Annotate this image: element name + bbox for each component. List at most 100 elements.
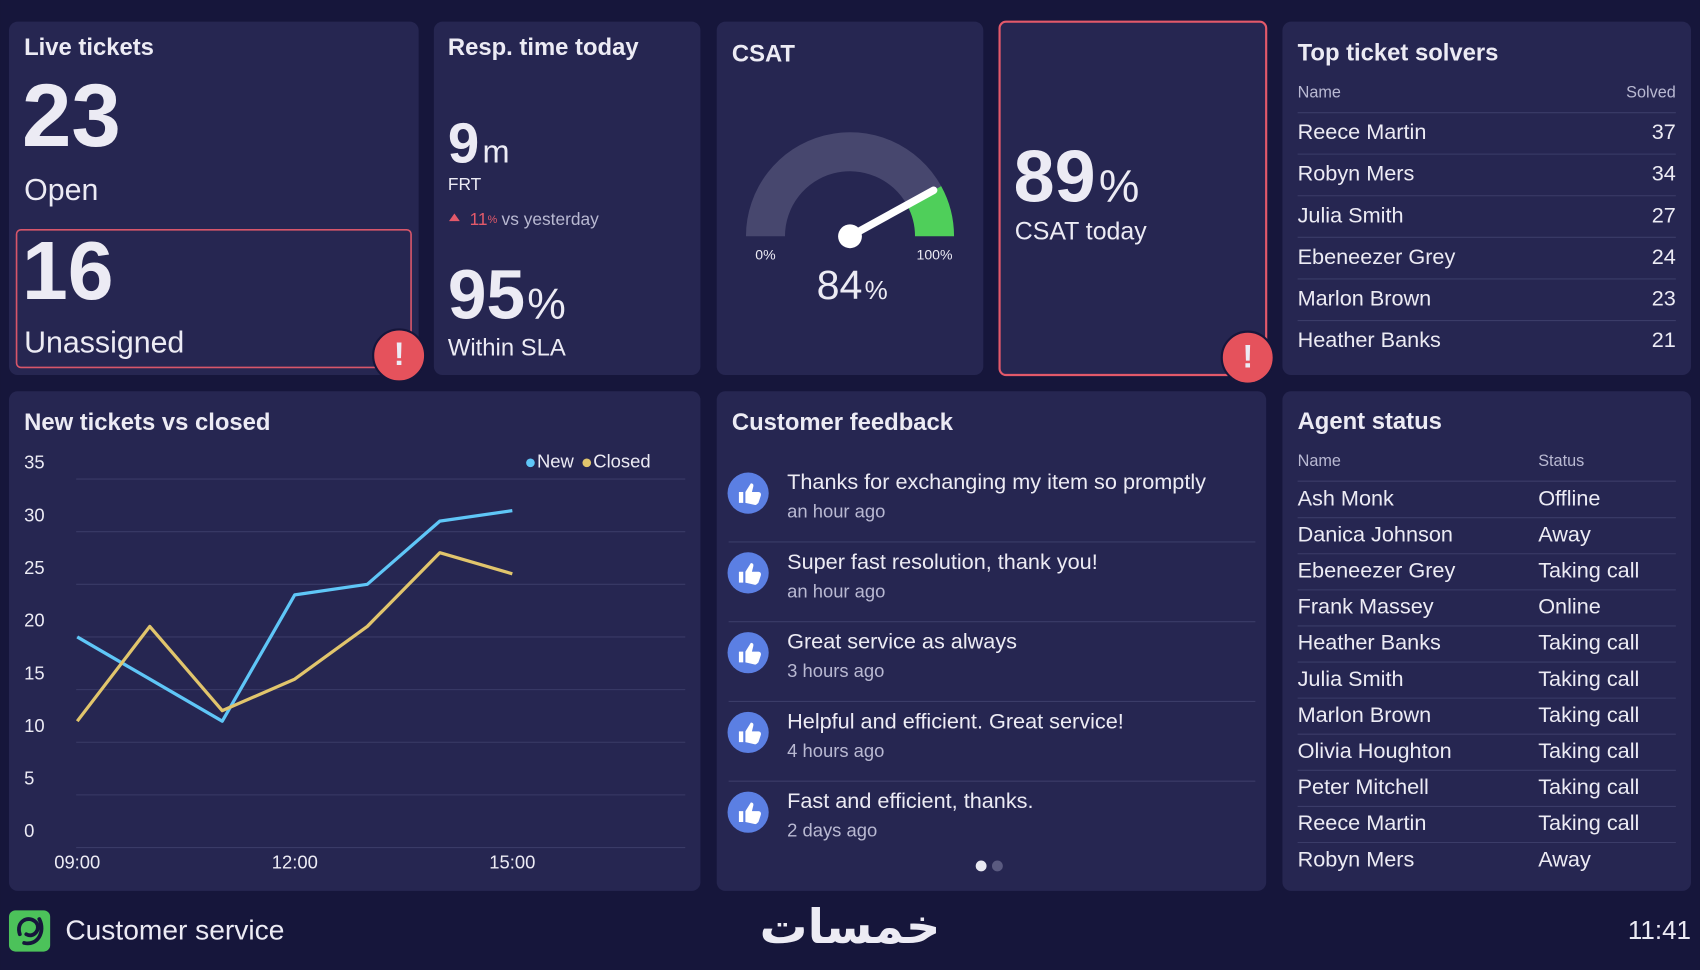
chart-title: New tickets vs closed: [24, 409, 270, 436]
top-solvers-card: [1282, 21, 1692, 375]
x-tick-label: 15:00: [489, 852, 535, 873]
card-title: Resp. time today: [448, 34, 639, 61]
y-tick-label: 25: [24, 557, 44, 578]
gauge-hub: [838, 224, 862, 249]
change-unit: %: [488, 214, 498, 226]
gauge-tick-label: 100%: [917, 246, 953, 262]
card-title: Live tickets: [24, 34, 154, 61]
row-value: 21: [1652, 327, 1676, 352]
thumb-icon: [738, 642, 762, 665]
series-line: [76, 509, 513, 723]
card-title: Agent status: [1298, 408, 1442, 435]
column-header: Status: [1538, 452, 1584, 470]
gauge-needle: [846, 186, 938, 241]
feedback-time: an hour ago: [787, 500, 885, 521]
row-value: Taking call: [1538, 738, 1639, 763]
thumb-icon: [738, 483, 762, 506]
sla-value: 95%: [448, 256, 566, 334]
row-value: Taking call: [1538, 810, 1639, 835]
y-tick-label: 10: [24, 715, 44, 736]
row-value: Away: [1538, 521, 1591, 546]
gauge-tick-label: 0%: [755, 246, 776, 262]
sla-number: 95: [448, 256, 525, 334]
csat-today-value: 89%: [1014, 135, 1140, 218]
frt-label: FRT: [448, 174, 482, 194]
row-name: Julia Smith: [1298, 666, 1404, 691]
row-name: Robyn Mers: [1298, 161, 1415, 186]
feedback-time: 2 days ago: [787, 820, 877, 841]
card-title: Top ticket solvers: [1298, 39, 1499, 66]
row-value: Taking call: [1538, 702, 1639, 727]
legend: New Closed: [526, 451, 651, 472]
logo: [8, 910, 51, 952]
series-line: [75, 551, 513, 723]
y-tick-label: 15: [24, 662, 44, 683]
legend-label: New: [537, 451, 575, 472]
clock: 11:41: [1628, 915, 1691, 945]
legend-label: Closed: [593, 451, 650, 472]
row-name: Reece Martin: [1298, 119, 1427, 144]
thumb-icon: [738, 563, 762, 585]
unassigned-label: Unassigned: [24, 327, 184, 360]
unassigned-count: 16: [22, 225, 114, 317]
row-name: Peter Mitchell: [1298, 774, 1429, 799]
row-name: Ebeneezer Grey: [1298, 558, 1456, 583]
open-count: 23: [22, 66, 121, 165]
agent-status-card: [1282, 391, 1692, 891]
alert-icon: !: [1242, 338, 1253, 374]
change-line: 11% vs yesterday: [470, 209, 600, 229]
row-name: Olivia Houghton: [1298, 738, 1452, 763]
row-name: Ebeneezer Grey: [1298, 244, 1456, 269]
chart-card: [8, 391, 701, 891]
row-name: Ash Monk: [1298, 485, 1394, 510]
column-header: Solved: [1626, 84, 1676, 102]
row-name: Julia Smith: [1298, 202, 1404, 227]
row-value: 37: [1652, 119, 1676, 144]
row-value: 34: [1652, 161, 1676, 186]
row-name: Heather Banks: [1298, 327, 1441, 352]
legend-swatch: [526, 458, 535, 468]
legend-swatch: [582, 458, 592, 468]
row-name: Danica Johnson: [1298, 521, 1453, 546]
row-value: Taking call: [1538, 774, 1639, 799]
change-value: 11: [470, 209, 488, 229]
page-dot: [991, 860, 1003, 872]
y-tick-label: 35: [24, 452, 44, 473]
thumb-icon: [738, 722, 762, 745]
page-dot: [975, 860, 987, 872]
row-value: Online: [1538, 594, 1601, 619]
row-name: Marlon Brown: [1298, 702, 1432, 727]
alert-badge: [372, 328, 427, 383]
gauge-number: 84: [817, 262, 863, 308]
response-card: [433, 21, 701, 375]
feedback-text: Fast and efficient, thanks.: [787, 788, 1033, 813]
csat-today-label: CSAT today: [1015, 218, 1148, 246]
feedback-text: Super fast resolution, thank you!: [787, 549, 1098, 574]
thumb-icon: [738, 802, 762, 825]
card-title: CSAT: [732, 41, 796, 68]
feedback-text: Helpful and efficient. Great service!: [787, 708, 1124, 733]
frt-unit: m: [483, 134, 510, 170]
row-name: Frank Massey: [1298, 594, 1434, 619]
watermark: خمسات: [760, 900, 941, 955]
csat-today-card: [998, 20, 1268, 377]
row-name: Robyn Mers: [1298, 846, 1415, 871]
row-name: Reece Martin: [1298, 810, 1427, 835]
sla-label: Within SLA: [448, 334, 566, 361]
y-tick-label: 5: [24, 768, 34, 789]
logo-mark: [17, 917, 44, 946]
gauge-track: [745, 132, 942, 237]
frt-number: 9: [448, 112, 479, 175]
csat-today-unit: %: [1099, 161, 1139, 212]
feedback-text: Great service as always: [787, 629, 1017, 654]
row-name: Heather Banks: [1298, 630, 1441, 655]
gauge-value: 84%: [817, 262, 888, 308]
card-title: Customer feedback: [732, 409, 954, 436]
sla-unit: %: [527, 281, 566, 329]
row-value: Offline: [1538, 485, 1600, 510]
column-header: Name: [1298, 84, 1341, 102]
alert-icon: !: [394, 336, 405, 372]
x-tick-label: 09:00: [54, 852, 100, 873]
